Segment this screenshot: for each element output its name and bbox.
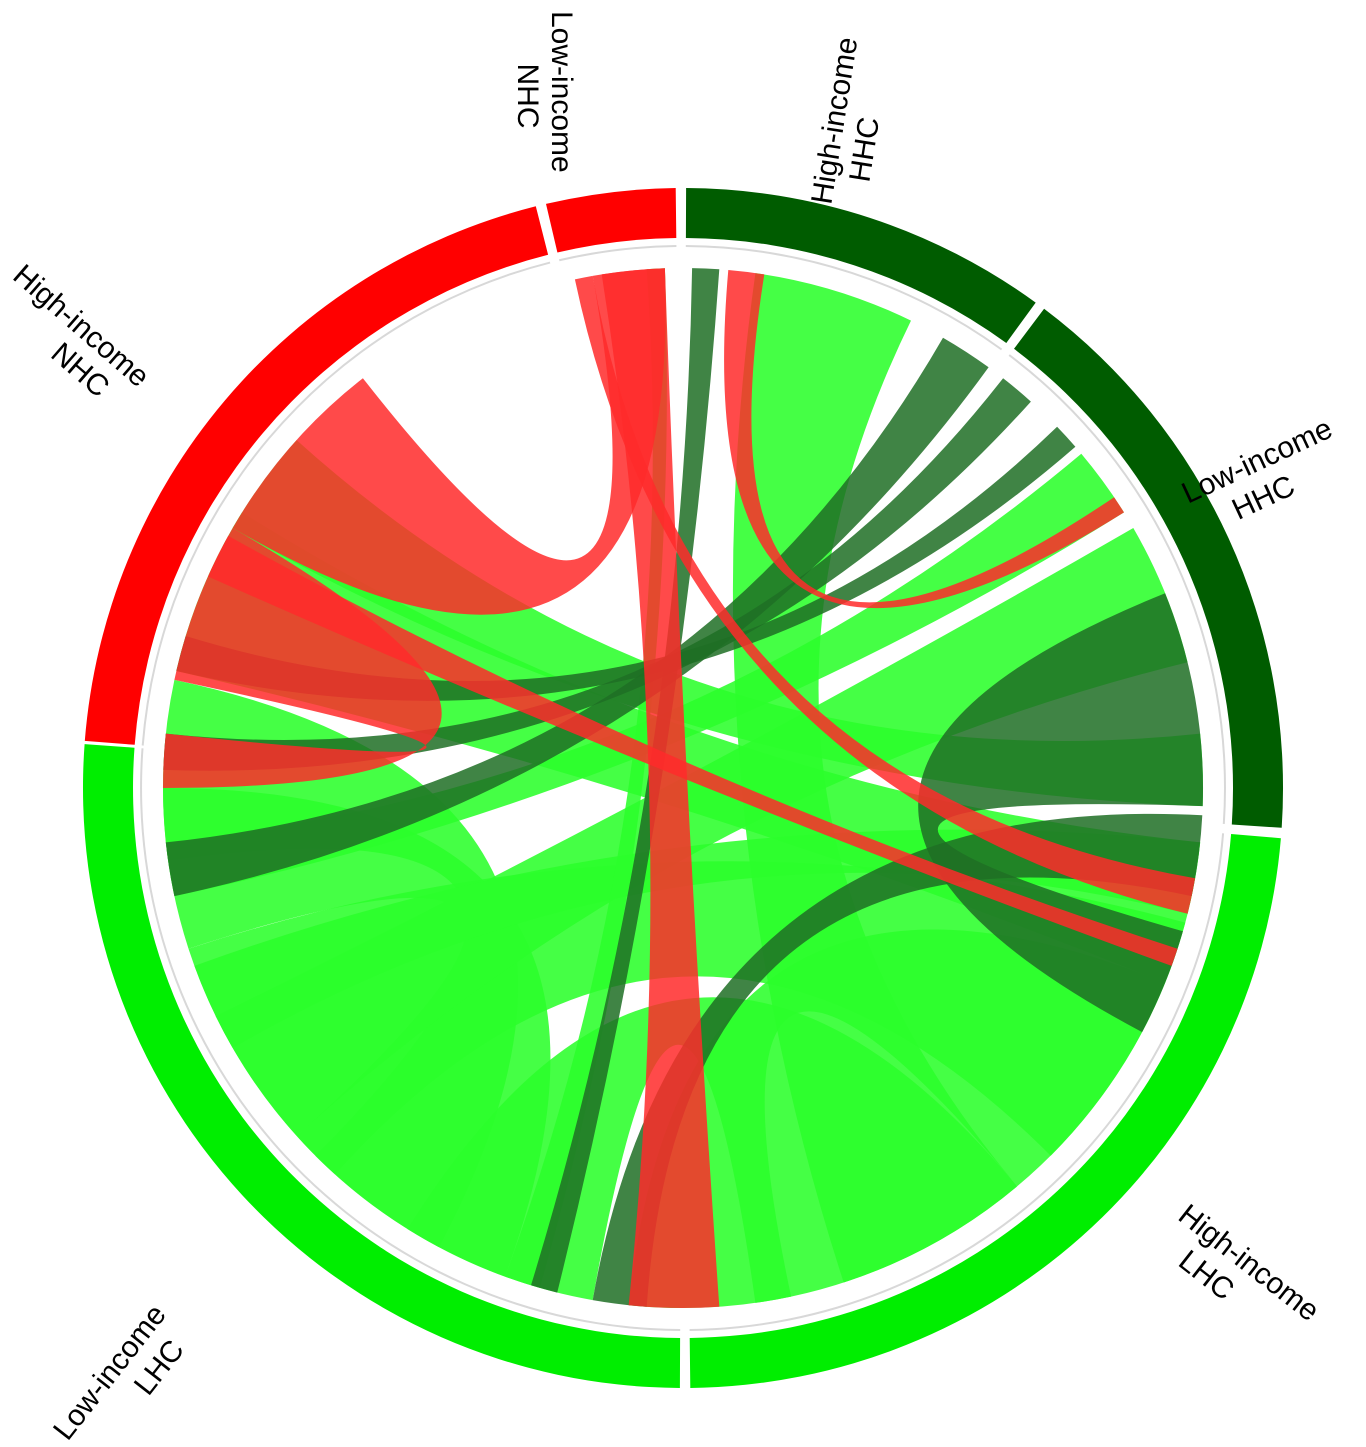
ribbon xyxy=(601,268,720,1309)
arc-lo-nhc xyxy=(546,188,677,253)
label-low-income-lhc: Low-income LHC xyxy=(47,1292,206,1447)
ribbon xyxy=(592,813,1203,1307)
ribbon xyxy=(215,528,1188,1136)
ribbons xyxy=(162,268,1204,1309)
ribbon xyxy=(162,528,442,788)
ribbon xyxy=(163,378,1031,771)
label-high-income-lhc: High-income LHC xyxy=(1150,1198,1332,1361)
arc-lo-lhc xyxy=(82,744,681,1388)
arc-hi-hhc xyxy=(685,188,1036,343)
inner-tracks xyxy=(140,245,1226,1331)
label-high-income-nhc: High-income NHC xyxy=(0,258,162,425)
arc-hi-nhc xyxy=(84,206,549,745)
ribbon xyxy=(165,337,989,897)
ribbon xyxy=(208,535,1178,966)
ribbon xyxy=(732,273,1018,1283)
ribbon xyxy=(505,268,667,1288)
ribbon xyxy=(232,268,666,615)
ribbon xyxy=(628,929,1166,1309)
label-high-income-hhc: High-income HHC xyxy=(805,27,899,212)
track-lo-nhc xyxy=(559,245,677,262)
ribbon xyxy=(918,593,1204,1033)
ribbon xyxy=(531,268,720,1293)
arc-lo-hhc xyxy=(1014,308,1284,828)
label-low-income-nhc: Low-income NHC xyxy=(511,11,578,181)
segment-arcs xyxy=(82,188,1284,1388)
arc-hi-lhc xyxy=(689,834,1281,1388)
